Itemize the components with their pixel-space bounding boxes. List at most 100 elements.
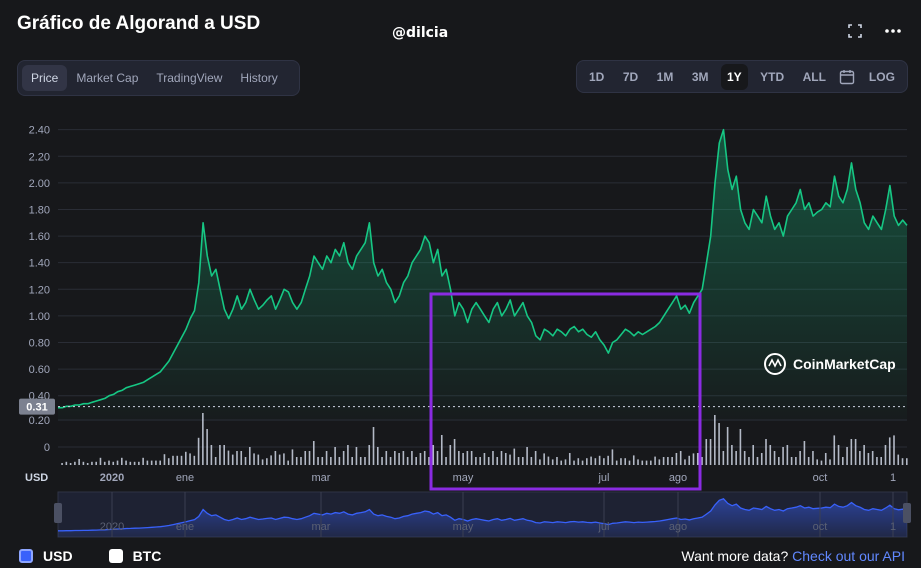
volume-bar (816, 459, 819, 465)
volume-bar (799, 451, 801, 465)
navigator-area (58, 498, 907, 537)
volume-bar (824, 453, 827, 465)
volume-bar (219, 445, 221, 465)
volume-bar (607, 455, 609, 465)
volume-bar (564, 459, 567, 465)
range-ytd[interactable]: YTD (760, 69, 785, 84)
volume-bar (445, 457, 447, 465)
volume-bar (833, 435, 836, 465)
x-tick-label: oct (813, 472, 828, 484)
volume-bar (202, 413, 204, 465)
volume-bar (351, 457, 353, 465)
y-tick-label: 1.20 (29, 284, 50, 296)
volume-bar (492, 451, 494, 465)
volume-bar (193, 455, 196, 465)
volume-bar (159, 460, 161, 465)
volume-bar (240, 451, 243, 465)
price-chart[interactable]: 2.40 2.20 2.00 1.80 1.60 1.40 1.20 1.00 0.80 0.60… (0, 0, 921, 548)
volume-bar (688, 455, 691, 465)
volume-bar (436, 451, 439, 465)
more-data-text: Want more data? (681, 548, 789, 564)
volume-bar (829, 459, 831, 465)
volume-bar (671, 457, 673, 465)
volume-bar (415, 457, 417, 465)
volume-bar (867, 453, 870, 465)
tab-tradingview[interactable]: TradingView (156, 71, 223, 85)
range-7d[interactable]: 7D (622, 69, 639, 84)
x-tick-label: 2020 (100, 472, 124, 484)
volume-bar (705, 439, 708, 465)
volume-bar (641, 460, 644, 465)
volume-bar (411, 451, 413, 465)
volume-bar (679, 451, 682, 465)
volume-bar (206, 429, 208, 465)
volume-bar (547, 456, 550, 465)
navigator-tick-label: may (453, 521, 474, 533)
volume-bar (334, 447, 336, 465)
volume-bar (176, 455, 179, 465)
volume-bar (658, 459, 661, 465)
volume-bar (61, 463, 63, 465)
range-all[interactable]: ALL (802, 69, 826, 84)
volume-bar (138, 461, 140, 465)
volume-bar (483, 453, 486, 465)
volume-bar (590, 456, 592, 465)
more-dots-icon[interactable] (883, 22, 903, 40)
volume-bar (603, 458, 605, 465)
volume-bar (266, 458, 268, 465)
usd-checkbox[interactable] (19, 549, 33, 563)
y-tick-label: 1.00 (29, 311, 50, 323)
volume-bar (611, 449, 614, 465)
range-1y[interactable]: 1Y (720, 63, 748, 90)
navigator-tick-label: jul (597, 521, 609, 533)
volume-bar (167, 458, 170, 465)
volume-bar (74, 461, 76, 465)
legend-usd[interactable]: USD (19, 548, 73, 564)
volume-bar (884, 445, 887, 465)
volume-bar (300, 457, 302, 465)
volume-bar (598, 455, 601, 465)
volume-bar (675, 453, 678, 465)
volume-bar (846, 447, 848, 465)
volume-bar (466, 451, 469, 465)
volume-bar (368, 445, 371, 465)
volume-bar (654, 456, 656, 465)
tab-history[interactable]: History (240, 71, 278, 85)
volume-bar (65, 461, 68, 465)
volume-bar (850, 439, 853, 465)
legend-usd-label: USD (43, 548, 73, 564)
api-link[interactable]: Check out our API (792, 548, 905, 564)
calendar-icon[interactable] (838, 68, 856, 86)
volume-bar (722, 451, 725, 465)
volume-bar (423, 451, 426, 465)
volume-bar (735, 451, 737, 465)
btc-checkbox[interactable] (108, 549, 123, 563)
range-1m[interactable]: 1M (656, 69, 674, 84)
navigator-handle[interactable] (54, 503, 62, 523)
volume-bar (317, 457, 319, 465)
volume-bar (509, 454, 511, 465)
volume-bar (803, 441, 806, 465)
range-1d[interactable]: 1D (589, 69, 605, 84)
volume-bar (91, 461, 93, 465)
volume-bar (355, 447, 358, 465)
x-tick-label: 1 (890, 472, 896, 484)
navigator-handle[interactable] (903, 503, 911, 523)
fullscreen-icon[interactable] (845, 22, 865, 40)
range-3m[interactable]: 3M (691, 69, 709, 84)
volume-bar (82, 461, 85, 465)
volume-bar (359, 457, 362, 465)
volume-bar (859, 451, 861, 465)
volume-bar (227, 450, 230, 465)
tab-price[interactable]: Price (22, 65, 68, 91)
volume-bar (458, 451, 460, 465)
legend-btc[interactable]: BTC (108, 548, 161, 564)
volume-bar (620, 458, 622, 465)
volume-bar (372, 427, 375, 465)
tab-market-cap[interactable]: Market Cap (76, 71, 139, 85)
range-log[interactable]: LOG (868, 69, 895, 84)
volume-bar (406, 457, 409, 465)
volume-bar (180, 455, 183, 465)
volume-bar (291, 449, 294, 465)
volume-bar (270, 455, 272, 465)
